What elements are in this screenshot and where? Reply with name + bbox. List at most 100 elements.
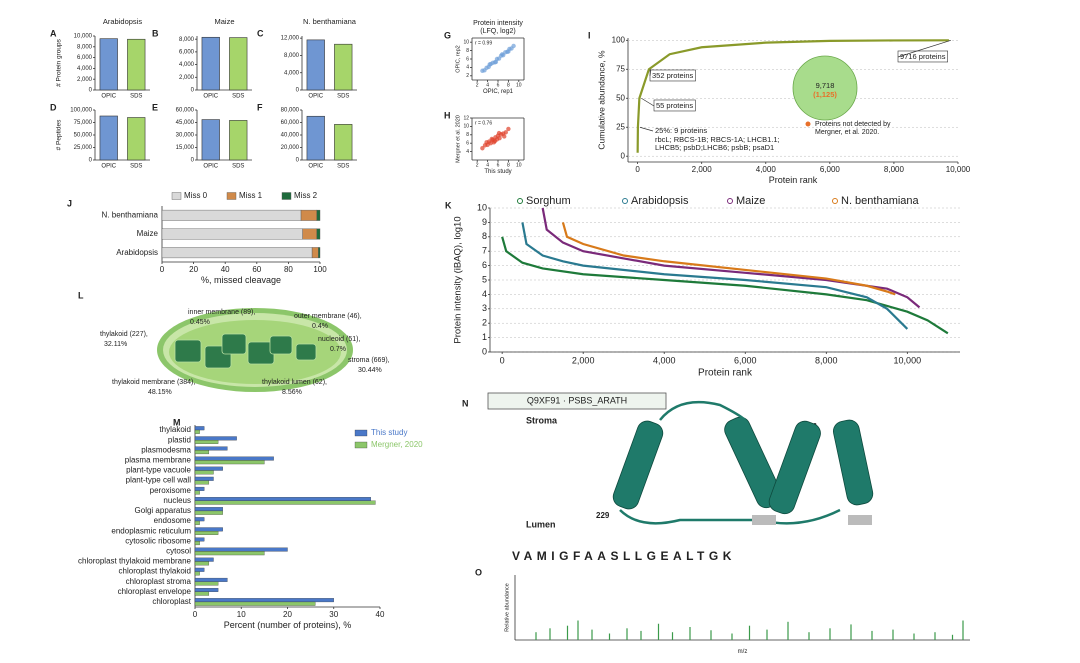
inset-circle bbox=[792, 55, 858, 121]
bar bbox=[99, 38, 118, 91]
y-tick-label: plastid bbox=[168, 435, 191, 444]
bar bbox=[201, 36, 220, 91]
bar-segment bbox=[318, 247, 321, 259]
x-axis-label: Protein rank bbox=[769, 175, 818, 185]
inset-label: 9,718 bbox=[816, 81, 835, 90]
bar bbox=[334, 43, 353, 91]
x-tick-label: SDS bbox=[130, 94, 142, 100]
y-axis-label: Cumulative abundance, % bbox=[596, 50, 606, 150]
legend-marker bbox=[832, 198, 838, 204]
legend-label: This study bbox=[371, 428, 407, 437]
legend-marker bbox=[805, 121, 811, 127]
y-tick-label: 2,000 bbox=[77, 77, 93, 83]
bar bbox=[194, 440, 219, 444]
point bbox=[493, 59, 499, 65]
bar bbox=[194, 567, 205, 572]
label: 32.11% bbox=[104, 341, 127, 348]
annotation-box bbox=[897, 50, 949, 63]
bar bbox=[194, 561, 210, 566]
bar bbox=[194, 486, 205, 491]
bar bbox=[194, 527, 223, 532]
x-tick-label: 40 bbox=[221, 265, 230, 274]
point bbox=[484, 140, 489, 145]
y-tick-label: 0 bbox=[621, 151, 626, 160]
structure-diagram: N Q9XF91 · PSBS_ARATH Stroma Lumen 96 22… bbox=[462, 392, 874, 529]
y-tick-label: 9 bbox=[482, 217, 487, 227]
y-tick-label: 50 bbox=[616, 93, 625, 102]
legend-swatch bbox=[226, 192, 237, 200]
series-line bbox=[501, 236, 949, 335]
y-tick-label: 0 bbox=[89, 88, 93, 94]
bar-segment bbox=[300, 209, 318, 221]
label: nucleoid (51), bbox=[318, 336, 360, 343]
bar bbox=[194, 490, 200, 495]
x-tick-label: 8 bbox=[507, 162, 510, 168]
y-tick-label: plant-type cell wall bbox=[126, 476, 192, 485]
series-line bbox=[521, 222, 909, 330]
sequence: VAMIGFAASLLGEALTGK bbox=[512, 549, 736, 563]
point bbox=[489, 136, 494, 142]
annotation: LHCB5; psbD;LHCB6; psbB; psaD1 bbox=[655, 143, 774, 152]
panel-letter: L bbox=[78, 290, 84, 300]
bar bbox=[194, 500, 376, 505]
annotation-arrow bbox=[639, 126, 654, 132]
header: Q9XF91 · PSBS_ARATH bbox=[527, 395, 627, 405]
x-axis-label: m/z bbox=[738, 649, 748, 655]
x-tick-label: 10,000 bbox=[946, 165, 971, 174]
y-tick-label: 6 bbox=[466, 141, 469, 147]
x-tick-label: 4 bbox=[486, 82, 489, 88]
bar bbox=[194, 571, 200, 576]
x-tick-label: 10 bbox=[516, 162, 522, 168]
panel-letter: C bbox=[257, 28, 264, 38]
annotation-arrow bbox=[649, 69, 652, 77]
legend-label: Mergner, 2020 bbox=[371, 440, 423, 449]
bar-segment bbox=[302, 228, 318, 240]
y-tick-label: 5 bbox=[482, 274, 487, 284]
y-tick-label: 6,000 bbox=[179, 49, 195, 55]
bar bbox=[194, 466, 223, 471]
panel-letter: N bbox=[462, 398, 469, 408]
legend-swatch bbox=[281, 192, 292, 200]
bar bbox=[194, 476, 214, 481]
bar bbox=[194, 480, 210, 485]
point bbox=[487, 62, 492, 67]
bar bbox=[194, 537, 205, 542]
y-tick-label: plasmodesma bbox=[141, 445, 191, 454]
x-tick-label: 6,000 bbox=[820, 165, 841, 174]
side-label: Stroma bbox=[526, 415, 558, 425]
inset-label: (1,125) bbox=[813, 90, 837, 99]
legend-label: Miss 1 bbox=[239, 191, 263, 200]
bar-segment bbox=[161, 228, 303, 240]
y-tick-label: 2 bbox=[482, 318, 487, 328]
y-axis-label: OPIC, rep2 bbox=[455, 45, 461, 73]
grana bbox=[174, 333, 317, 369]
bar bbox=[194, 541, 200, 546]
x-tick-label: 0 bbox=[160, 265, 165, 274]
bar bbox=[194, 577, 228, 582]
y-tick-label: cytosol bbox=[166, 546, 191, 555]
annotation: r = 0.76 bbox=[475, 120, 492, 126]
bar-segment bbox=[161, 209, 302, 221]
label: 0.4% bbox=[312, 323, 328, 330]
bar bbox=[194, 520, 200, 525]
y-tick-label: 12,000 bbox=[281, 36, 300, 42]
label: 30.44% bbox=[358, 367, 382, 374]
y-tick-label: peroxisome bbox=[150, 486, 192, 495]
x-tick-label: 4,000 bbox=[653, 355, 676, 365]
y-tick-label: 10,000 bbox=[74, 34, 93, 40]
x-tick-label: 6 bbox=[497, 82, 500, 88]
point bbox=[497, 135, 502, 141]
bar bbox=[194, 426, 205, 431]
bar bbox=[194, 446, 228, 451]
annotation-box bbox=[653, 99, 696, 112]
y-tick-label: 60,000 bbox=[176, 108, 195, 114]
bar bbox=[194, 429, 200, 434]
label: thylakoid membrane (384), bbox=[112, 379, 195, 386]
panel-letter: F bbox=[257, 102, 263, 112]
y-tick-label: Arabidopsis bbox=[116, 248, 158, 257]
label: outer membrane (46), bbox=[294, 313, 362, 320]
x-tick-label: 4 bbox=[486, 162, 489, 168]
panel-letter: G bbox=[444, 30, 451, 40]
chart-subtitle: (LFQ, log2) bbox=[480, 28, 515, 35]
